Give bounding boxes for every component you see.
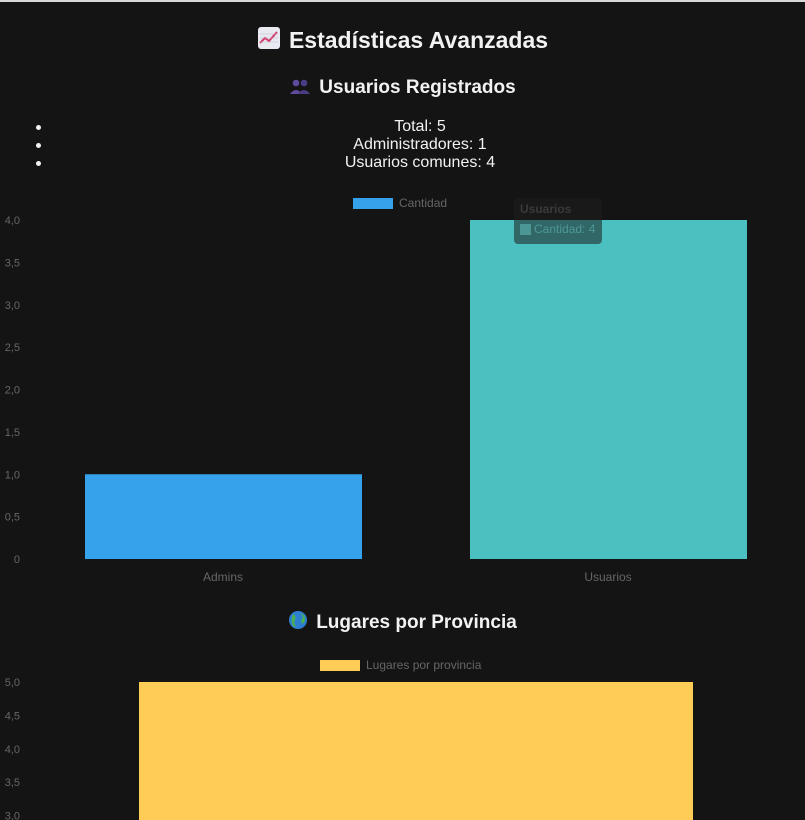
y-tick-label: 4,0	[5, 215, 20, 227]
y-tick-label: 4,5	[5, 710, 20, 722]
stat-total: Total: 5	[0, 118, 805, 136]
y-tick-label: 0	[14, 554, 20, 566]
places-section-title: Lugares por Provincia	[0, 610, 805, 636]
users-bar-chart[interactable]: Cantidad 4,0 3,5 3,0 2,5 2,0 1,5 1,0 0,5 0 Admins U…	[0, 190, 805, 590]
legend-label-lugares: Lugares por provincia	[366, 658, 482, 672]
bar-usuarios	[470, 220, 747, 559]
y-tick-label: 3,0	[5, 300, 20, 312]
y-tick-label: 5,0	[5, 677, 20, 689]
y-tick-label: 3,0	[5, 811, 20, 820]
y-tick-label: 3,5	[5, 777, 20, 789]
users-section-title: Usuarios Registrados	[0, 77, 805, 101]
globe-icon	[288, 610, 308, 636]
stat-admins: Administradores: 1	[0, 136, 805, 154]
stat-common-users: Usuarios comunes: 4	[0, 154, 805, 172]
people-icon	[289, 77, 311, 101]
x-tick-label: Usuarios	[584, 570, 631, 584]
y-tick-label: 2,5	[5, 342, 20, 354]
users-section-title-text: Usuarios Registrados	[319, 77, 516, 98]
y-tick-label: 4,0	[5, 744, 20, 756]
top-border	[0, 0, 805, 2]
legend-swatch-cantidad	[353, 198, 393, 209]
tooltip-title: Usuarios	[520, 202, 572, 216]
legend-swatch-lugares	[320, 660, 360, 671]
y-tick-label: 0,5	[5, 512, 20, 524]
page-title: Estadísticas Avanzadas	[0, 26, 805, 56]
tooltip-body: Cantidad: 4	[534, 222, 596, 236]
y-tick-label: 1,5	[5, 427, 20, 439]
page-title-text: Estadísticas Avanzadas	[288, 27, 549, 53]
bar-lugares	[139, 682, 693, 820]
user-stats-list: Total: 5 Administradores: 1 Usuarios com…	[0, 118, 805, 172]
places-section-title-text: Lugares por Provincia	[316, 612, 517, 633]
places-bar-chart[interactable]: Lugares por provincia 5,0 4,5 4,0 3,5 3,0	[0, 650, 805, 820]
bar-admins	[85, 474, 362, 559]
x-tick-label: Admins	[203, 570, 243, 584]
y-tick-label: 2,0	[5, 385, 20, 397]
legend-label-cantidad: Cantidad	[399, 196, 447, 210]
y-tick-label: 3,5	[5, 257, 20, 269]
y-tick-label: 1,0	[5, 469, 20, 481]
chart-tooltip	[514, 198, 602, 244]
tooltip-swatch	[520, 224, 531, 235]
chart-increasing-icon	[257, 26, 281, 56]
